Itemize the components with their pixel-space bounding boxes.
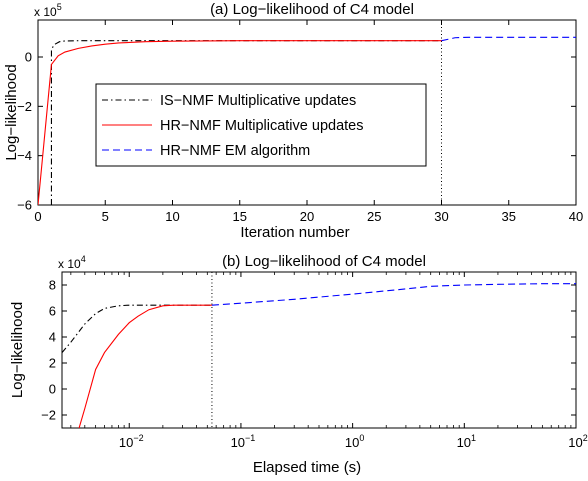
x-axis-label: Elapsed time (s) (253, 459, 361, 476)
series-line-0 (62, 304, 212, 353)
series-line-2 (211, 283, 576, 306)
x-axis-label: Iteration number (240, 224, 349, 241)
y-tick-label: −2 (17, 99, 32, 114)
y-multiplier: x 104 (58, 254, 86, 271)
x-tick-label: 0 (34, 209, 41, 224)
x-tick-label-exponent: 0 (359, 433, 364, 443)
y-tick-label: 6 (49, 304, 56, 319)
series-line-2 (441, 36, 576, 42)
y-axis-label: Log−likelihood (3, 64, 20, 160)
x-tick-label: 100 (345, 433, 364, 450)
y-tick-label: 0 (25, 50, 32, 65)
legend: IS−NMF Multiplicative updates HR−NMF Mult… (95, 83, 427, 167)
y-multiplier-base: x 10 (34, 5, 57, 19)
chart-title: (b) Log−likelihood of C4 model (222, 253, 426, 270)
x-tick-label: 35 (502, 209, 516, 224)
chart-title: (a) Log−likelihood of C4 model (210, 1, 414, 18)
x-tick-label: 25 (367, 209, 381, 224)
x-tick-label: 15 (233, 209, 247, 224)
x-tick-label-exponent: 2 (583, 433, 588, 443)
series-line-1 (38, 40, 442, 205)
y-multiplier: x 105 (34, 2, 62, 19)
x-tick-label: 102 (568, 433, 587, 450)
x-tick-label-exponent: −2 (133, 433, 143, 443)
x-tick-label: 10 (165, 209, 179, 224)
y-axis-label: Log−likelihood (9, 302, 26, 398)
y-multiplier-exponent: 4 (81, 254, 86, 264)
y-tick-label: 4 (49, 330, 56, 345)
y-multiplier-base: x 10 (58, 257, 81, 271)
y-tick-label: 0 (49, 382, 56, 397)
series-line-1 (78, 304, 212, 428)
y-tick-label: −6 (17, 198, 32, 213)
x-tick-label: 10−2 (119, 433, 144, 450)
y-tick-label: 8 (49, 278, 56, 293)
x-tick-label-base: 10 (345, 435, 359, 450)
x-tick-label-base: 10 (231, 435, 245, 450)
x-tick-label-exponent: −1 (245, 433, 255, 443)
y-tick-label: −4 (17, 148, 32, 163)
series-group (62, 283, 576, 428)
x-tick-label: 40 (569, 209, 583, 224)
y-tick-label: 2 (49, 356, 56, 371)
x-tick-label: 5 (102, 209, 109, 224)
x-tick-label: 20 (300, 209, 314, 224)
legend-label-1: HR−NMF Multiplicative updates (160, 118, 363, 134)
y-multiplier-exponent: 5 (57, 2, 62, 12)
x-tick-label: 101 (457, 433, 476, 450)
legend-label-0: IS−NMF Multiplicative updates (160, 93, 356, 109)
x-tick-label-base: 10 (119, 435, 133, 450)
plot-frame (61, 271, 577, 429)
x-tick-label: 10−1 (231, 433, 256, 450)
legend-label-2: HR−NMF EM algorithm (160, 143, 310, 159)
x-tick-label-base: 10 (457, 435, 471, 450)
series-group (38, 36, 576, 205)
x-tick-label: 30 (434, 209, 448, 224)
x-tick-label-base: 10 (568, 435, 582, 450)
x-tick-label-exponent: 1 (471, 433, 476, 443)
y-tick-label: −2 (41, 408, 56, 423)
